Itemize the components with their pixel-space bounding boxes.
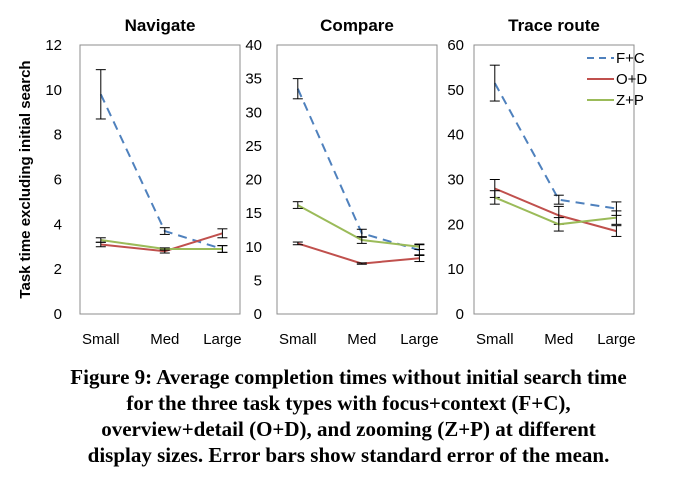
series-line xyxy=(99,93,223,250)
series-line xyxy=(493,82,617,210)
x-tick-label: Large xyxy=(203,331,241,348)
x-tick-label: Large xyxy=(597,331,635,348)
y-tick-label: 0 xyxy=(54,306,62,323)
y-tick-label: 50 xyxy=(447,82,464,99)
series-line xyxy=(494,196,617,226)
series-line xyxy=(297,242,420,265)
panel-title: Trace route xyxy=(508,16,600,35)
y-tick-label: 20 xyxy=(245,172,262,189)
y-tick-label: 35 xyxy=(245,71,262,88)
caption-line: for the three task types with focus+cont… xyxy=(126,391,571,415)
y-tick-label: 8 xyxy=(54,127,62,144)
panel-title: Compare xyxy=(320,16,394,35)
y-tick-label: 2 xyxy=(54,261,62,278)
y-tick-label: 0 xyxy=(254,306,262,323)
x-tick-label: Small xyxy=(279,331,317,348)
panel-title: Navigate xyxy=(125,16,196,35)
legend-label: F+C xyxy=(616,50,645,67)
y-axis-label: Task time excluding initial search xyxy=(17,60,34,298)
figure-caption: Figure 9: Average completion times witho… xyxy=(8,364,689,468)
y-tick-label: 30 xyxy=(245,104,262,121)
panel-frame xyxy=(276,44,438,315)
x-tick-label: Med xyxy=(347,331,376,348)
y-tick-label: 40 xyxy=(447,127,464,144)
x-tick-label: Large xyxy=(400,331,438,348)
x-tick-label: Small xyxy=(82,331,120,348)
caption-line: Figure 9: Average completion times witho… xyxy=(70,365,627,389)
x-tick-label: Small xyxy=(476,331,514,348)
y-tick-label: 30 xyxy=(447,172,464,189)
y-tick-label: 4 xyxy=(54,216,62,233)
y-tick-label: 10 xyxy=(447,261,464,278)
chart-figure: Task time excluding initial search Naviga… xyxy=(17,16,647,348)
y-tick-label: 10 xyxy=(245,239,262,256)
x-tick-label: Med xyxy=(544,331,573,348)
y-tick-label: 25 xyxy=(245,138,262,155)
y-tick-label: 6 xyxy=(54,172,62,189)
figure: Task time excluding initial search Naviga… xyxy=(17,16,647,348)
caption-line: overview+detail (O+D), and zooming (Z+P)… xyxy=(101,417,596,441)
legend-label: Z+P xyxy=(616,92,644,109)
x-tick-label: Med xyxy=(150,331,179,348)
y-tick-label: 12 xyxy=(45,37,62,54)
legend-label: O+D xyxy=(616,71,647,88)
y-tick-label: 0 xyxy=(456,306,464,323)
y-tick-label: 5 xyxy=(254,272,262,289)
y-tick-label: 60 xyxy=(447,37,464,54)
y-tick-label: 40 xyxy=(245,37,262,54)
y-tick-label: 15 xyxy=(245,205,262,222)
series-line xyxy=(296,88,420,252)
caption-line: display sizes. Error bars show standard … xyxy=(87,443,610,467)
y-tick-label: 20 xyxy=(447,216,464,233)
panel-frame xyxy=(79,44,241,315)
panel-frame xyxy=(473,44,635,315)
y-tick-label: 10 xyxy=(45,82,62,99)
